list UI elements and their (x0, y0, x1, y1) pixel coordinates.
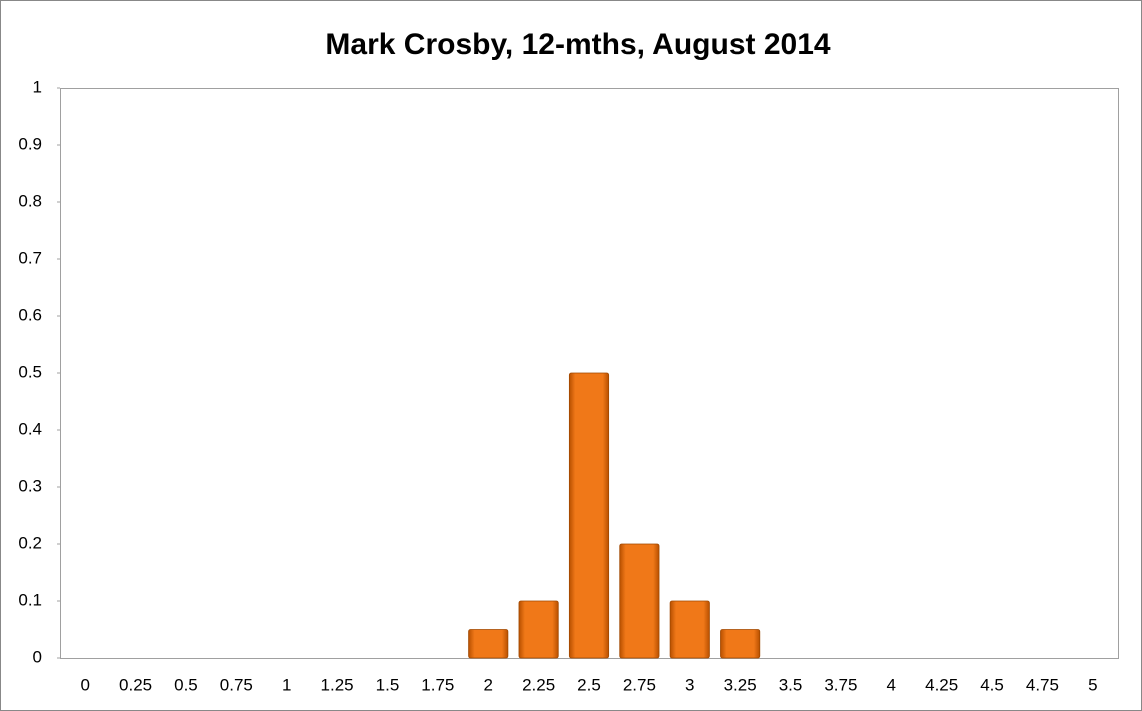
y-tick-label: 0.3 (18, 476, 42, 495)
chart-title: Mark Crosby, 12-mths, August 2014 (325, 28, 830, 61)
x-tick-label: 2 (484, 675, 493, 694)
bar (669, 600, 710, 659)
x-tick-label: 1.75 (421, 675, 454, 694)
x-tick-label: 3.25 (724, 675, 757, 694)
y-tick-label: 1 (33, 77, 42, 96)
y-tick-label: 0.9 (18, 134, 42, 153)
x-tick-label: 4.25 (925, 675, 958, 694)
bar (518, 600, 559, 659)
x-tick-label: 3.75 (824, 675, 857, 694)
plot-area (60, 88, 1119, 659)
bar (619, 543, 660, 659)
y-tick-label: 0.2 (18, 533, 42, 552)
bar (468, 629, 509, 659)
x-tick-label: 5 (1088, 675, 1097, 694)
bar (720, 629, 761, 659)
y-tick-label: 0.6 (18, 305, 42, 324)
x-tick-label: 4 (887, 675, 896, 694)
x-tick-label: 2.5 (577, 675, 601, 694)
y-tick-label: 0.8 (18, 191, 42, 210)
x-tick-label: 3 (685, 675, 694, 694)
x-tick-label: 4.5 (980, 675, 1004, 694)
x-tick-label: 4.75 (1026, 675, 1059, 694)
x-tick-label: 2.25 (522, 675, 555, 694)
y-tick-label: 0 (33, 647, 42, 666)
y-tick-label: 0.5 (18, 362, 42, 381)
x-tick-label: 0.5 (174, 675, 198, 694)
bar (568, 372, 610, 659)
x-tick-label: 0.75 (220, 675, 253, 694)
x-tick-label: 1 (282, 675, 291, 694)
y-tick-label: 0.1 (18, 590, 42, 609)
x-tick-label: 0.25 (119, 675, 152, 694)
x-tick-label: 2.75 (623, 675, 656, 694)
x-tick-label: 1.25 (321, 675, 354, 694)
y-tick-label: 0.7 (18, 248, 42, 267)
x-tick-label: 1.5 (376, 675, 400, 694)
x-tick-label: 0 (80, 675, 89, 694)
x-tick-label: 3.5 (779, 675, 803, 694)
y-tick-label: 0.4 (18, 419, 42, 438)
